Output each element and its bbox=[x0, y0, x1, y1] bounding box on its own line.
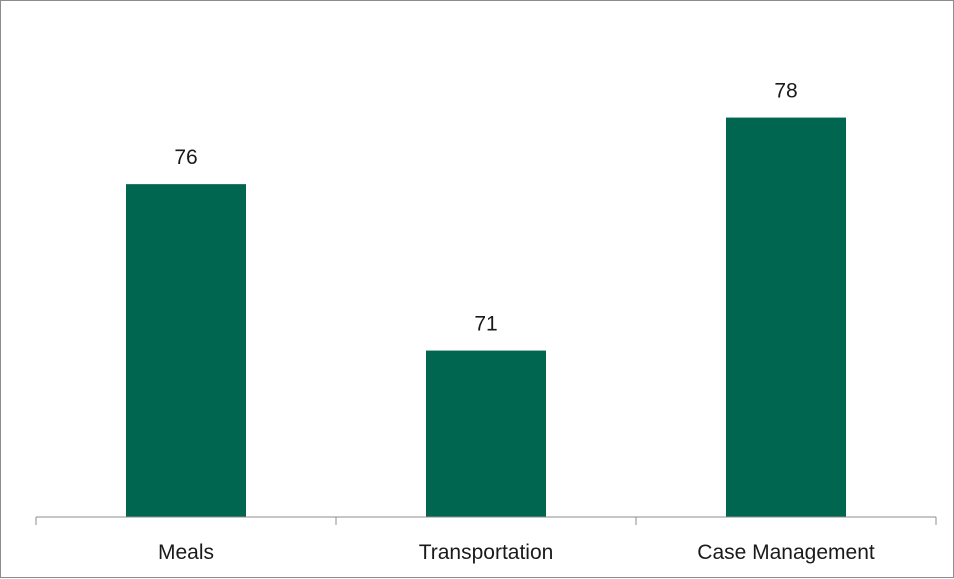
bar-case-management bbox=[726, 117, 846, 518]
data-labels-layer: 76 71 78 bbox=[174, 80, 797, 336]
x-axis: Meals Transportation Case Management bbox=[35, 516, 937, 564]
data-label: 76 bbox=[174, 146, 197, 169]
bar-transportation bbox=[426, 350, 546, 517]
data-label: 78 bbox=[774, 80, 797, 103]
bars-layer bbox=[126, 117, 846, 518]
bar-meals bbox=[126, 184, 246, 517]
x-tick-label: Transportation bbox=[419, 541, 554, 564]
data-label: 71 bbox=[474, 313, 497, 336]
x-tick-label: Meals bbox=[158, 541, 214, 564]
x-tick-label: Case Management bbox=[697, 541, 875, 564]
